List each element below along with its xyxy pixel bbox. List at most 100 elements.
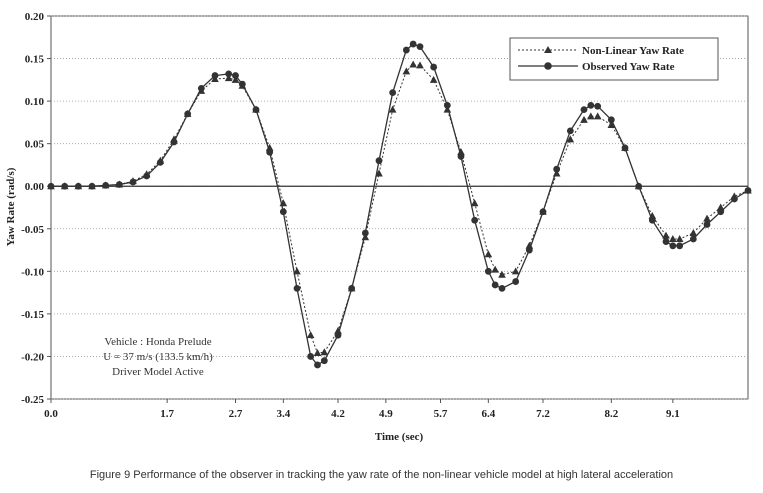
x-axis-ticks: 0.0 1.7 2.7 3.4 4.2 4.9 5.7 6.4 7.2 8.2 9.1: [44, 399, 680, 420]
nonlinear-yaw-rate-point: [607, 120, 616, 128]
y-tick-label: -0.05: [21, 224, 44, 236]
observed-yaw-rate-line: [51, 43, 749, 366]
nonlinear-yaw-rate-point: [306, 331, 315, 339]
nonlinear-yaw-rate-point: [320, 348, 329, 356]
x-tick-label: 4.2: [331, 408, 345, 420]
observed-yaw-rate-point: [443, 101, 451, 109]
annotation-vehicle: Vehicle : Honda Prelude: [104, 336, 211, 348]
observed-yaw-rate-point: [266, 148, 274, 156]
observed-yaw-rate-point: [730, 195, 738, 203]
observed-yaw-rate-point: [293, 284, 301, 292]
observed-yaw-rate-point: [669, 242, 677, 250]
y-tick-label: -0.25: [21, 394, 44, 406]
nonlinear-yaw-rate-point: [566, 135, 575, 143]
observed-yaw-rate-point: [156, 158, 164, 166]
nonlinear-yaw-rate-point: [703, 214, 711, 222]
legend-triangle-marker: [544, 46, 552, 53]
y-tick-label: -0.15: [21, 309, 44, 321]
nonlinear-yaw-rate-line: [51, 63, 749, 354]
observed-yaw-rate-point: [717, 208, 725, 216]
observed-yaw-rate-point: [143, 172, 151, 180]
observed-yaw-rate-point: [676, 242, 684, 250]
legend-box: [509, 37, 719, 81]
x-axis-title: Time (sec): [375, 431, 424, 443]
observed-yaw-rate-point: [314, 361, 321, 369]
observed-yaw-rate-point: [587, 101, 595, 109]
y-tick-label: 0.05: [25, 139, 45, 151]
nonlinear-yaw-rate-point: [593, 112, 602, 120]
observed-yaw-rate-point: [197, 84, 205, 92]
observed-yaw-rate-point: [457, 153, 465, 160]
observed-yaw-rate-point: [471, 216, 479, 224]
observed-yaw-rate-point: [566, 127, 574, 135]
nonlinear-yaw-rate-point: [265, 143, 274, 151]
nonlinear-yaw-rate-point: [484, 250, 493, 258]
nonlinear-yaw-rate-point: [470, 199, 479, 207]
observed-yaw-rate-point: [409, 40, 417, 48]
observed-yaw-rate-point: [232, 72, 239, 79]
observed-yaw-rate-point: [607, 116, 615, 124]
observed-yaw-rate-point: [703, 221, 711, 228]
observed-yaw-rate-point: [252, 106, 260, 114]
observed-yaw-rate-point: [334, 331, 342, 339]
observed-yaw-rate-point: [348, 284, 356, 292]
nonlinear-yaw-rate-point: [231, 75, 240, 83]
x-tick-label: 3.4: [276, 408, 290, 420]
observed-yaw-rate-point: [88, 182, 96, 190]
x-tick-label: 9.1: [666, 408, 680, 420]
x-tick-label: 2.7: [229, 408, 243, 420]
nonlinear-yaw-rate-point: [313, 349, 322, 357]
nonlinear-yaw-rate-point: [402, 67, 411, 75]
observed-yaw-rate-point: [102, 181, 110, 189]
nonlinear-yaw-rate-point: [457, 148, 465, 156]
y-tick-label: 0.00: [25, 181, 45, 193]
x-tick-label: 7.2: [536, 408, 550, 420]
observed-yaw-rate-point: [129, 178, 137, 186]
nonlinear-yaw-rate-point: [689, 229, 698, 237]
nonlinear-yaw-rate-point: [334, 326, 342, 334]
observed-yaw-rate-point: [307, 353, 315, 360]
observed-yaw-rate-point: [389, 89, 397, 96]
observed-yaw-rate-point: [635, 182, 643, 190]
series-layer: [47, 40, 752, 369]
nonlinear-yaw-rate-point: [498, 270, 506, 278]
y-tick-label: 0.20: [25, 11, 45, 23]
yaw-rate-chart: 0.20 0.15 0.10 0.05 0.00 -0.05 -0.10 -0.15 -0.20…: [5, 11, 752, 443]
y-axis-ticks: 0.20 0.15 0.10 0.05 0.00 -0.05 -0.10 -0.15 -0.20…: [21, 11, 51, 406]
x-tick-label: 8.2: [604, 408, 618, 420]
observed-yaw-rate-point: [279, 208, 287, 216]
observed-yaw-rate-point: [498, 284, 506, 292]
x-tick-label: 5.7: [434, 408, 448, 420]
observed-yaw-rate-point: [430, 63, 438, 71]
figure-caption: Figure 9 Performance of the observer in …: [89, 469, 674, 481]
nonlinear-yaw-rate-point: [416, 61, 424, 69]
observed-yaw-rate-point: [416, 43, 424, 51]
y-tick-label: -0.10: [21, 266, 44, 278]
observed-yaw-rate-point: [689, 235, 697, 243]
annotation-driver-model: Driver Model Active: [112, 366, 204, 378]
nonlinear-yaw-rate-point: [716, 203, 725, 211]
nonlinear-yaw-rate-point: [491, 265, 499, 273]
annotation-speed: U = 37 m/s (133.5 km/h): [103, 351, 213, 363]
nonlinear-yaw-rate-point: [375, 169, 383, 177]
observed-yaw-rate-point: [621, 144, 629, 152]
y-axis-title: Yaw Rate (rad/s): [5, 167, 17, 246]
observed-yaw-rate-point: [402, 46, 410, 54]
observed-yaw-rate-point: [184, 110, 192, 118]
nonlinear-yaw-rate-point: [511, 267, 520, 275]
gridlines: [51, 15, 748, 400]
observed-yaw-rate-point: [662, 238, 670, 245]
nonlinear-yaw-rate-point: [662, 231, 670, 239]
nonlinear-yaw-rate-point: [388, 105, 397, 113]
observed-yaw-rate-point: [744, 187, 752, 194]
y-tick-label: 0.10: [25, 96, 45, 108]
y-tick-label: 0.15: [25, 54, 45, 66]
observed-yaw-rate-point: [225, 70, 233, 78]
x-tick-label: 1.7: [160, 408, 174, 420]
observed-yaw-rate-point: [484, 267, 492, 275]
observed-yaw-rate-point: [115, 181, 123, 188]
observed-yaw-rate-point: [320, 357, 328, 365]
nonlinear-yaw-rate-point: [293, 267, 301, 275]
y-tick-label: -0.20: [21, 351, 44, 363]
nonlinear-yaw-rate-point: [429, 75, 438, 83]
